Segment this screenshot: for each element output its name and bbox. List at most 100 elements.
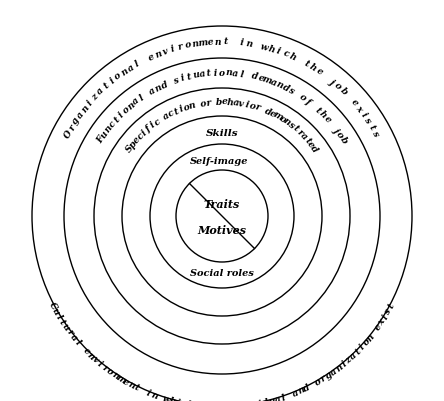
Text: i: i [340,360,348,369]
Text: O: O [63,129,74,140]
Text: z: z [90,92,100,102]
Text: u: u [267,396,276,401]
Text: c: c [281,49,290,59]
Text: a: a [68,332,79,343]
Text: g: g [324,370,334,381]
Text: c: c [135,131,146,142]
Text: l: l [134,59,141,69]
Text: S: S [124,144,135,154]
Text: e: e [349,97,359,108]
Text: Social roles: Social roles [190,269,254,277]
Text: r: r [295,128,305,138]
Text: o: o [184,41,191,51]
Text: i: i [244,100,249,109]
Text: e: e [305,140,316,150]
Text: n: n [154,82,163,93]
Text: Self-image: Self-image [190,156,248,166]
Text: h: h [168,396,177,401]
Text: s: s [173,75,181,85]
Text: h: h [317,109,328,120]
Text: t: t [186,72,192,82]
Text: t: t [206,69,211,78]
Text: i: i [140,128,149,137]
Text: b: b [338,86,349,97]
Text: a: a [329,367,339,377]
Text: h: h [308,62,318,73]
Text: d: d [250,72,259,82]
Text: l: l [239,70,244,79]
Text: i: i [359,111,368,119]
Text: i: i [257,399,262,401]
Text: Traits: Traits [204,198,240,209]
Text: j: j [331,126,341,134]
Text: n: n [79,103,91,114]
Text: n: n [275,80,284,91]
Text: e: e [131,135,142,146]
Text: r: r [319,374,328,384]
Text: h: h [288,52,297,63]
Text: o: o [313,377,323,388]
Text: a: a [232,98,239,107]
Text: o: o [199,99,206,109]
Text: a: a [199,69,206,79]
Text: t: t [112,115,121,124]
Text: e: e [81,346,91,357]
Text: m: m [271,110,284,123]
Text: a: a [348,350,359,361]
Text: b: b [216,97,222,107]
Text: d: d [281,83,290,93]
Text: z: z [344,355,354,365]
Text: v: v [162,47,169,57]
Text: n: n [188,101,196,111]
Text: u: u [50,307,61,317]
Text: o: o [361,337,372,348]
Text: C: C [47,301,58,312]
Text: a: a [148,85,158,96]
Text: f: f [144,124,153,134]
Text: i: i [358,343,367,351]
Text: s: s [363,116,373,126]
Text: a: a [232,69,238,78]
Text: h: h [227,97,234,107]
Text: n: n [127,380,136,391]
Text: l: l [73,338,82,346]
Text: n: n [191,39,199,49]
Text: t: t [291,124,300,134]
Text: n: n [110,370,120,381]
Text: F: F [95,135,106,145]
Text: s: s [383,307,394,316]
Text: s: s [287,86,296,96]
Text: t: t [367,124,377,132]
Text: i: i [214,69,217,78]
Text: e: e [315,67,325,77]
Text: i: i [180,74,186,83]
Text: x: x [354,104,364,113]
Text: a: a [269,77,278,88]
Text: Motives: Motives [198,225,246,235]
Text: u: u [99,130,110,140]
Text: n: n [365,332,376,343]
Text: i: i [145,389,152,398]
Text: m: m [114,373,127,385]
Text: i: i [108,77,116,86]
Text: o: o [297,92,308,103]
Text: t: t [102,81,111,91]
Text: e: e [207,38,214,47]
Text: n: n [103,124,114,135]
Text: i: i [86,98,95,107]
Text: a: a [126,63,135,73]
Text: l: l [281,393,287,401]
Text: r: r [100,363,110,373]
Text: n: n [215,37,222,47]
Text: e: e [257,73,265,83]
Text: d: d [262,398,270,401]
Text: n: n [126,100,136,111]
Text: u: u [60,322,71,333]
Text: i: i [149,121,157,130]
Text: w: w [161,394,171,401]
Text: i: i [178,105,185,114]
Text: e: e [222,97,228,107]
Text: i: i [176,398,181,401]
Text: r: r [64,328,75,337]
Text: t: t [387,302,396,310]
